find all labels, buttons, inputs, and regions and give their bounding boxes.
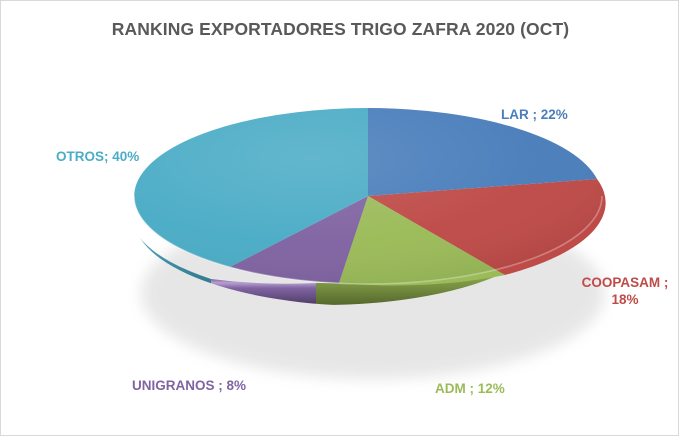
data-label-coopasam: COOPASAM ; 18% — [581, 275, 669, 307]
data-label-lar: LAR ; 22% — [501, 107, 568, 122]
chart-title: RANKING EXPORTADORES TRIGO ZAFRA 2020 (O… — [111, 19, 570, 39]
data-label-adm: ADM ; 12% — [435, 381, 505, 396]
data-label-unigranos: UNIGRANOS ; 8% — [132, 378, 247, 393]
data-label-otros: OTROS; 40% — [56, 149, 140, 164]
